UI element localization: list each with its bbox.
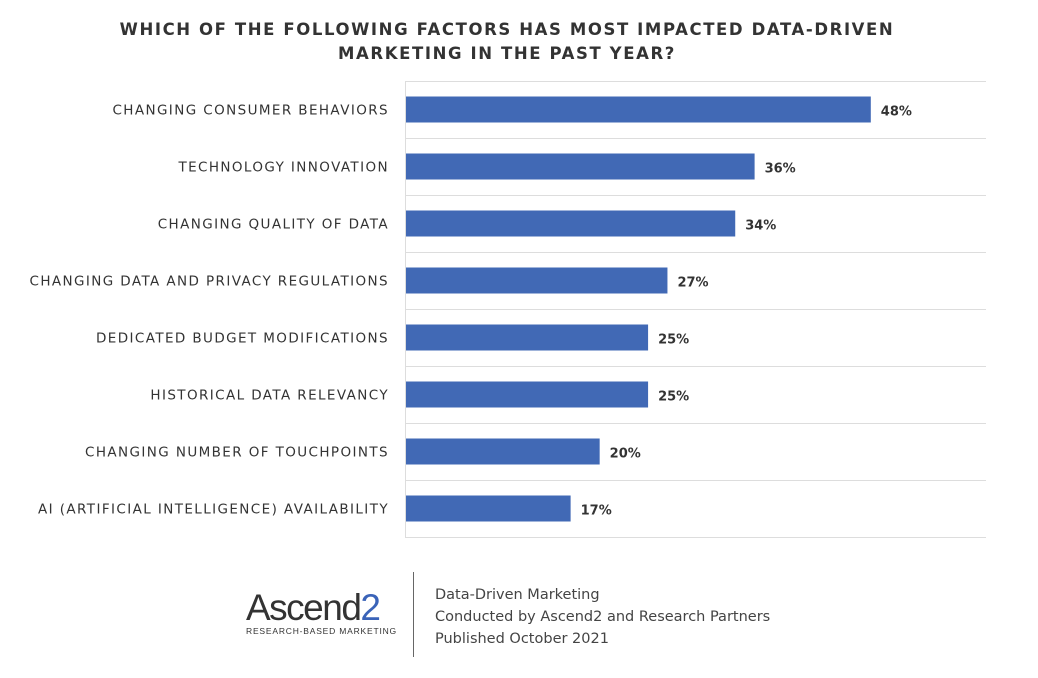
category-labels: CHANGING CONSUMER BEHAVIORS TECHNOLOGY IN… (30, 103, 390, 518)
value-label: 25% (658, 390, 689, 405)
category-label: CHANGING CONSUMER BEHAVIORS (112, 103, 389, 119)
value-label: 25% (658, 333, 689, 348)
bar (406, 324, 649, 351)
value-label: 34% (745, 219, 776, 234)
bar (406, 96, 871, 123)
logo-digit: 2 (360, 587, 381, 628)
logo-wordmark: Ascend2 (246, 587, 396, 628)
bar (406, 210, 736, 237)
category-label: CHANGING DATA AND PRIVACY REGULATIONS (30, 274, 390, 290)
chart-title-line-1: WHICH OF THE FOLLOWING FACTORS HAS MOST … (119, 20, 895, 39)
source-info: Data-Driven Marketing Conducted by Ascen… (435, 584, 770, 650)
category-label: AI (ARTIFICIAL INTELLIGENCE) AVAILABILIT… (38, 502, 389, 518)
bar (406, 153, 755, 180)
category-label: TECHNOLOGY INNOVATION (177, 160, 389, 176)
value-label: 48% (881, 105, 912, 120)
source-line-2: Conducted by Ascend2 and Research Partne… (435, 609, 771, 625)
logo-tagline: RESEARCH-BASED MARKETING (246, 626, 397, 636)
footer-divider (413, 572, 414, 657)
logo-word: Ascend (246, 587, 362, 628)
value-labels: 48% 36% 34% 27% 25% 25% 20% 17% (581, 105, 912, 519)
value-label: 36% (765, 162, 796, 177)
chart-title-line-2: MARKETING IN THE PAST YEAR? (338, 44, 676, 63)
chart-grid (405, 81, 986, 538)
value-label: 17% (581, 504, 612, 519)
bar-chart: CHANGING CONSUMER BEHAVIORS TECHNOLOGY IN… (30, 81, 986, 538)
bar (406, 438, 600, 465)
category-label: DEDICATED BUDGET MODIFICATIONS (96, 331, 389, 347)
value-label: 27% (677, 276, 708, 291)
chart-title: WHICH OF THE FOLLOWING FACTORS HAS MOST … (0, 18, 1014, 66)
source-line-3: Published October 2021 (435, 631, 609, 647)
ascend2-logo: Ascend2 RESEARCH-BASED MARKETING (246, 587, 397, 640)
category-label: CHANGING NUMBER OF TOUCHPOINTS (85, 445, 389, 461)
value-label: 20% (610, 447, 641, 462)
category-label: CHANGING QUALITY OF DATA (158, 217, 389, 233)
category-label: HISTORICAL DATA RELEVANCY (150, 388, 389, 404)
bar (406, 495, 571, 522)
bar (406, 381, 649, 408)
chart-bars (406, 96, 871, 522)
bar (406, 267, 668, 294)
source-line-1: Data-Driven Marketing (435, 587, 600, 603)
